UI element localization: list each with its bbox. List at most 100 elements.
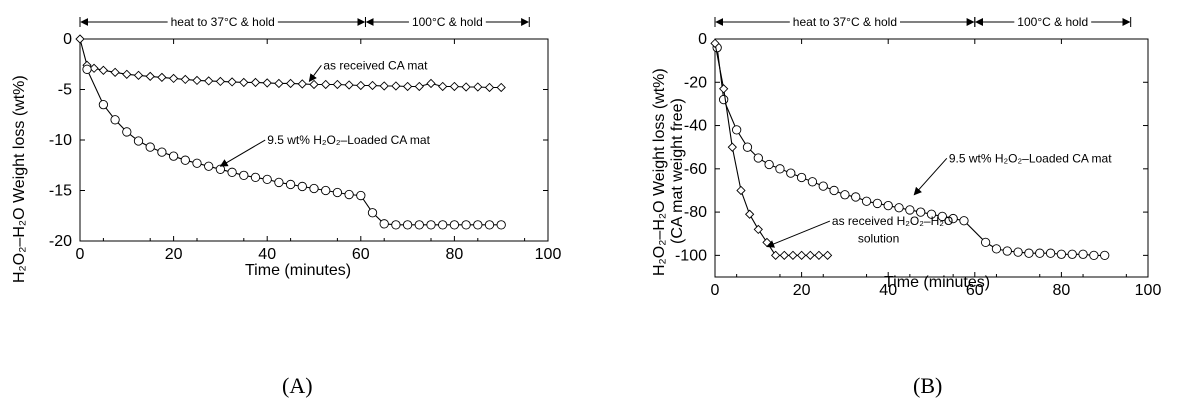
y-tick-label: -60 (684, 161, 707, 178)
data-point (145, 71, 155, 82)
data-point (122, 69, 132, 79)
data-point (872, 198, 883, 209)
data-point (391, 220, 401, 230)
phase-label: heat to 37°C & hold (171, 15, 275, 29)
data-point (75, 34, 85, 44)
y-tick-label: 0 (63, 31, 72, 48)
x-tick-label: 80 (446, 246, 464, 263)
x-tick-label: 40 (258, 246, 276, 263)
data-point (461, 82, 471, 92)
data-point (192, 75, 202, 86)
data-point (1045, 248, 1056, 258)
data-point (496, 220, 506, 230)
data-point (332, 187, 343, 198)
data-point (133, 70, 144, 80)
y-axis-title-b: H₂O₂–H₂O Weight loss (wt%) (651, 68, 668, 276)
data-point (168, 73, 179, 84)
x-tick-label: 100 (535, 246, 562, 263)
data-point (745, 209, 755, 219)
y-tick-label: -40 (684, 118, 707, 135)
data-point (775, 164, 785, 174)
data-point (1024, 248, 1034, 258)
x-tick-label: 20 (793, 282, 811, 299)
phase-label: 100°C & hold (412, 15, 483, 29)
data-point (204, 76, 214, 86)
annotation: 9.5 wt% H₂O₂–Loaded CA mat (267, 133, 430, 147)
plot-area-b (714, 38, 1149, 278)
data-point (753, 224, 763, 235)
data-point (332, 79, 343, 90)
data-point (732, 125, 742, 135)
y-tick-label: -10 (49, 132, 72, 149)
y-tick-label: -15 (49, 183, 72, 200)
data-point (321, 79, 331, 90)
panel-label-b: (B) (913, 373, 942, 398)
data-point (438, 220, 448, 230)
phase-label-bg (408, 14, 486, 30)
data-point (89, 63, 99, 73)
y-axis-subtitle-b: (CA mat weight free) (669, 98, 686, 244)
data-point (157, 147, 167, 157)
data-point (1002, 246, 1012, 256)
data-point (786, 168, 796, 178)
y-tick-label: 0 (698, 31, 707, 48)
data-point (449, 220, 460, 230)
data-point (905, 205, 915, 215)
data-point (727, 142, 737, 152)
data-point (98, 65, 109, 75)
x-tick-label: 0 (711, 282, 720, 299)
phase-label-bg (167, 14, 278, 30)
data-point (796, 250, 807, 261)
data-point (82, 64, 92, 74)
panel-label-a: (A) (282, 373, 313, 398)
data-point (309, 79, 319, 90)
data-point (110, 115, 120, 125)
x-tick-label: 20 (165, 246, 183, 263)
data-point (1056, 249, 1067, 259)
data-point (379, 219, 389, 229)
data-point (1089, 250, 1099, 261)
data-point (461, 220, 471, 230)
data-point (344, 189, 354, 200)
data-point (227, 77, 237, 87)
y-axis-title-a: H₂O₂–H₂O Weight loss (wt%) (11, 75, 28, 283)
data-point (980, 237, 991, 248)
data-point (1035, 248, 1045, 258)
x-tick-label: 100 (1135, 282, 1162, 299)
y-tick-label: -100 (675, 247, 707, 264)
annotation: solution (858, 231, 899, 245)
data-point (180, 74, 190, 85)
x-axis-title-a: Time (minutes) (245, 262, 351, 279)
data-point (122, 127, 132, 137)
data-point (274, 78, 284, 89)
data-point (356, 190, 366, 201)
data-point (805, 250, 815, 261)
x-tick-label: 40 (879, 282, 897, 299)
data-point (861, 196, 872, 206)
data-point (1078, 249, 1088, 259)
x-tick-label: 0 (76, 246, 85, 263)
data-point (98, 100, 109, 110)
data-point (496, 82, 506, 93)
data-point (736, 185, 746, 196)
data-point (814, 250, 824, 261)
data-point (449, 81, 460, 92)
data-point (204, 161, 214, 171)
annotation-arrow (219, 139, 266, 167)
data-point (742, 142, 753, 152)
data-point (710, 38, 720, 48)
data-point (719, 84, 729, 94)
data-point (788, 250, 798, 261)
data-point (438, 81, 448, 92)
data-point (321, 185, 331, 196)
annotation-arrow (308, 65, 322, 83)
data-point (227, 167, 237, 177)
data-point (719, 94, 729, 105)
data-point (473, 220, 483, 230)
data-point (274, 177, 284, 188)
data-point (473, 82, 483, 92)
x-tick-label: 60 (352, 246, 370, 263)
annotation: as received H₂O₂–H₂O (832, 214, 953, 228)
annotation-arrow (766, 220, 831, 248)
